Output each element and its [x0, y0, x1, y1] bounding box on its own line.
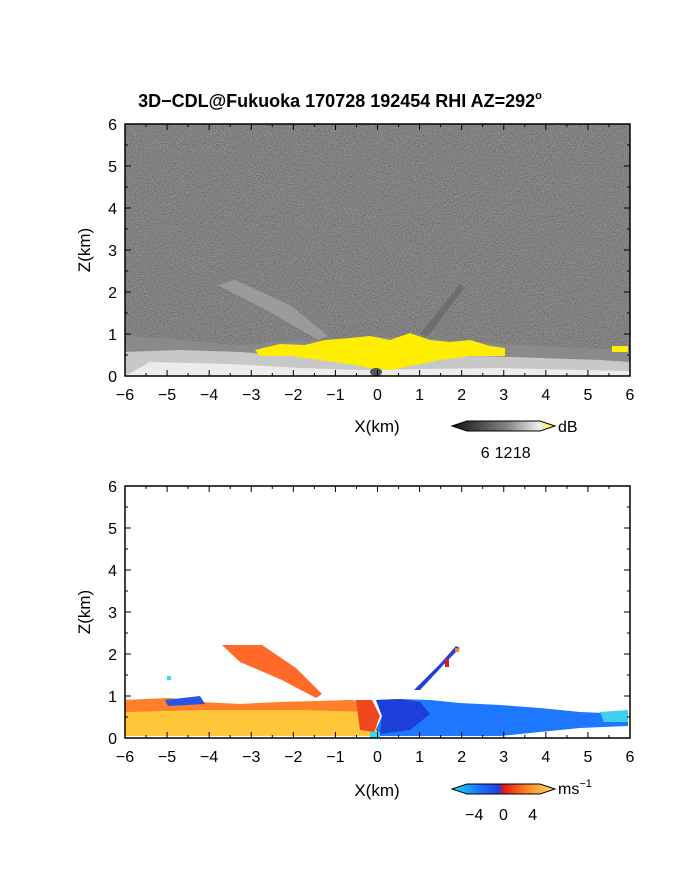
- chart-title: 3D−CDL@Fukuoka 170728 192454 RHI AZ=292o: [138, 90, 542, 111]
- x-axis-label-2: X(km): [354, 781, 399, 800]
- x-tick-label: 4: [541, 749, 550, 766]
- axis-ticks-1: [124, 123, 631, 377]
- colorbar-tick-label: 6: [481, 445, 490, 462]
- velocity-plume: [222, 645, 322, 698]
- x-tick-label: 6: [626, 749, 635, 766]
- radar-site-marker: [370, 368, 382, 376]
- x-tick-label: 2: [457, 749, 466, 766]
- colorbar-velocity-unit-sup: −1: [579, 778, 592, 790]
- velocity-cyan-point: [167, 676, 171, 680]
- x-tick-label: 4: [541, 387, 550, 404]
- y-tick-label: 3: [108, 243, 117, 260]
- colorbar-tick-label: −4: [465, 807, 483, 824]
- y-tick-label: 6: [108, 479, 117, 496]
- x-tick-label: −2: [284, 749, 302, 766]
- y-tick-label: 5: [108, 159, 117, 176]
- x-tick-label: −6: [116, 749, 134, 766]
- colorbar-db: 6 12 18 dB: [450, 419, 578, 462]
- velocity-red-edge: [356, 700, 380, 732]
- x-tick-label: 6: [626, 387, 635, 404]
- y-tick-labels-2: 0 1 2 3 4 5 6: [108, 479, 117, 748]
- velocity-cyan-ground: [370, 732, 380, 738]
- y-tick-label: 1: [108, 327, 117, 344]
- y-axis-label-2: Z(km): [75, 590, 94, 634]
- colorbar-velocity-ticks: −4 0 4: [465, 807, 537, 824]
- x-tick-label: 0: [373, 749, 382, 766]
- y-tick-label: 2: [108, 285, 117, 302]
- strong-echo-yellow: [255, 333, 505, 370]
- strong-echo-right-patch: [612, 346, 628, 352]
- x-axis-label-1: X(km): [354, 417, 399, 436]
- y-tick-labels-1: 0 1 2 3 4 5 6: [108, 117, 117, 386]
- y-tick-label: 0: [108, 731, 117, 748]
- velocity-blue-patch-left: [165, 696, 205, 706]
- velocity-negative-region: [376, 699, 628, 736]
- x-tick-label: −3: [242, 387, 260, 404]
- x-tick-label: −3: [242, 749, 260, 766]
- colorbar-db-ticks: 6 12 18: [481, 445, 531, 462]
- y-tick-label: 6: [108, 117, 117, 134]
- colorbar-velocity-unit: ms−1: [558, 778, 592, 798]
- x-tick-label: 2: [457, 387, 466, 404]
- x-tick-label: −5: [158, 387, 176, 404]
- x-tick-label: −6: [116, 387, 134, 404]
- colorbar-tick-label: 0: [499, 807, 508, 824]
- x-tick-label: −5: [158, 749, 176, 766]
- colorbar-velocity-bar: [450, 783, 557, 795]
- x-tick-label: −1: [326, 387, 344, 404]
- x-tick-label: 5: [583, 749, 592, 766]
- velocity-field: [125, 486, 630, 738]
- y-tick-label: 4: [108, 563, 117, 580]
- y-tick-label: 2: [108, 647, 117, 664]
- velocity-background: [125, 486, 630, 738]
- velocity-dark-blue-core: [376, 699, 430, 734]
- y-tick-label: 3: [108, 605, 117, 622]
- reflectivity-field: [125, 124, 630, 376]
- x-tick-label: 1: [415, 387, 424, 404]
- velocity-cyan-right: [600, 710, 628, 722]
- plume-left: [218, 280, 328, 340]
- x-tick-label: −1: [326, 749, 344, 766]
- x-tick-label: 0: [373, 387, 382, 404]
- y-tick-label: 1: [108, 689, 117, 706]
- x-tick-label: −2: [284, 387, 302, 404]
- noise-background: [125, 124, 630, 376]
- velocity-plume-tail: [414, 646, 460, 690]
- colorbar-tick-label: 12: [495, 445, 513, 462]
- y-tick-label: 5: [108, 521, 117, 538]
- velocity-plume-red-point: [445, 659, 449, 667]
- y-axis-label-1: Z(km): [75, 228, 94, 272]
- x-tick-label: 5: [583, 387, 592, 404]
- x-tick-label: 3: [499, 387, 508, 404]
- colorbar-db-unit: dB: [558, 419, 578, 436]
- colorbar-tick-label: 18: [513, 445, 531, 462]
- y-tick-label: 4: [108, 201, 117, 218]
- x-tick-label: −4: [200, 387, 218, 404]
- y-tick-label: 0: [108, 369, 117, 386]
- title-superscript: o: [535, 90, 542, 102]
- colorbar-tick-label: 4: [528, 807, 537, 824]
- x-tick-labels-1: −6 −5 −4 −3 −2 −1 0 1 2 3 4 5 6: [116, 387, 635, 404]
- colorbar-velocity: −4 0 4 ms−1: [450, 778, 592, 824]
- x-tick-label: −4: [200, 749, 218, 766]
- x-tick-labels-2: −6 −5 −4 −3 −2 −1 0 1 2 3 4 5 6: [116, 749, 635, 766]
- colorbar-db-bar: [450, 420, 557, 432]
- axis-ticks-2: [124, 485, 631, 739]
- plume-right: [420, 284, 464, 336]
- x-tick-label: 3: [499, 749, 508, 766]
- velocity-plume-orange-point: [455, 648, 459, 652]
- x-tick-label: 1: [415, 749, 424, 766]
